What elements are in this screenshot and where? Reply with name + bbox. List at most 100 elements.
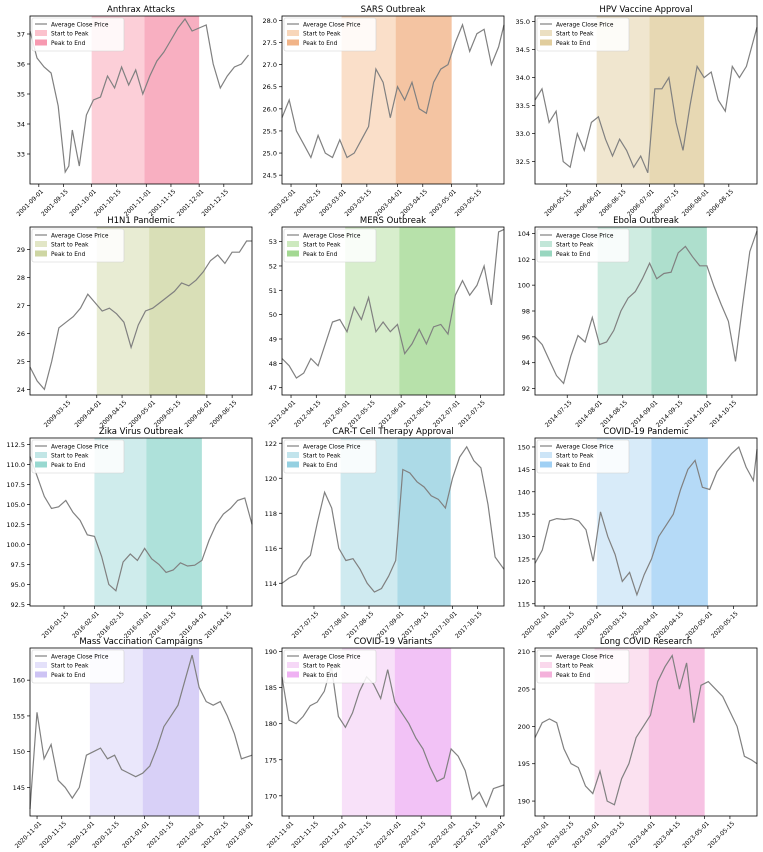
subplot-9: COVID-19 Pandemic 115 120 125 130 135 140 145 15… <box>518 427 758 640</box>
legend-label: Start to Peak <box>556 242 594 248</box>
legend-label: Start to Peak <box>556 31 594 37</box>
y-tick-label: 25.0 <box>263 150 277 158</box>
axes-frame <box>29 15 253 185</box>
y-tick-label: 94 <box>522 359 530 367</box>
y-tick-label: 28.0 <box>263 17 277 25</box>
legend-start-swatch <box>35 241 47 247</box>
y-tick-label: 110.0 <box>6 461 25 469</box>
y-tick-label: 100.0 <box>6 541 25 549</box>
subplot-10: Mass Vaccination Campaigns 145 150 155 160 20… <box>13 637 255 850</box>
x-tick-label: 2021-12-15 <box>343 820 373 848</box>
x-tick-label: 2021-03-01 <box>225 820 255 848</box>
x-tick-label: 2001-09-15 <box>40 188 70 218</box>
x-tick-label: 2020-05-15 <box>710 610 740 640</box>
legend-label: Start to Peak <box>303 663 341 669</box>
y-tick-label: 100 <box>518 282 530 290</box>
y-tick-label: 48 <box>269 360 277 368</box>
y-tick-label: 190 <box>265 648 277 656</box>
x-tick-label: 2020-02-15 <box>546 610 576 640</box>
y-tick-label: 47 <box>269 384 277 392</box>
legend-label: Peak to End <box>51 252 86 258</box>
close-price-line <box>281 22 505 160</box>
legend-start-swatch <box>540 662 552 668</box>
y-tick-label: 52 <box>269 262 277 270</box>
subplot-title: Mass Vaccination Campaigns <box>79 637 203 647</box>
y-tick-label: 26.0 <box>263 105 277 113</box>
x-tick-label: 2023-04-15 <box>652 820 682 848</box>
subplot-title: SARS Outbreak <box>361 5 426 15</box>
x-tick-label: 2023-03-15 <box>596 820 626 848</box>
legend-box <box>283 649 377 684</box>
legend-peak-swatch <box>35 461 47 468</box>
y-tick-label: 102.5 <box>6 521 25 529</box>
y-tick-label: 25 <box>17 358 25 366</box>
legend: Average Close Price Start to Peak Peak to … <box>536 17 630 52</box>
x-tick-label: 2014-09-15 <box>655 399 685 429</box>
x-tick-label: 2006-08-15 <box>705 188 735 218</box>
y-tick-label: 33 <box>17 151 25 159</box>
subplot-3: HPV Vaccine Approval 32.5 33.0 33.5 34.0 34.5… <box>516 5 758 218</box>
legend-start-swatch <box>540 30 552 36</box>
legend-box <box>31 649 125 684</box>
legend-peak-swatch <box>35 39 47 46</box>
x-tick-label: 2023-05-15 <box>707 820 737 848</box>
x-tick-label: 2009-06-15 <box>209 399 239 429</box>
axes-frame <box>534 15 758 185</box>
legend-start-swatch <box>540 241 552 247</box>
subplot-title: Ebola Outbreak <box>613 216 679 226</box>
legend-label: Start to Peak <box>51 453 89 459</box>
legend-label: Average Close Price <box>556 654 614 660</box>
legend-label: Average Close Price <box>303 22 361 28</box>
x-tick-label: 2020-04-15 <box>655 610 685 640</box>
y-tick-label: 36 <box>17 61 25 69</box>
axes-frame <box>29 437 253 607</box>
legend-box <box>536 649 630 684</box>
y-tick-label: 135 <box>518 511 530 519</box>
subplot-title: COVID-19 Pandemic <box>603 427 689 437</box>
legend: Average Close Price Start to Peak Peak to … <box>283 17 377 52</box>
peak-to-end-band <box>399 227 456 395</box>
peak-to-end-band <box>649 16 705 184</box>
y-tick-label: 53 <box>269 238 277 246</box>
y-tick-label: 145 <box>13 784 25 792</box>
legend-box <box>31 228 125 263</box>
legend: Average Close Price Start to Peak Peak to … <box>31 649 125 684</box>
y-tick-label: 35 <box>17 91 25 99</box>
legend-label: Peak to End <box>51 41 86 47</box>
y-tick-label: 37 <box>17 31 25 39</box>
subplot-title: Long COVID Research <box>600 637 692 647</box>
subplot-title: COVID-19 Variants <box>354 637 433 647</box>
y-tick-label: 150 <box>518 443 530 451</box>
y-tick-label: 33.5 <box>516 102 530 110</box>
subplot-5: MERS Outbreak474849505152532012-04-01201… <box>268 216 505 429</box>
subplot-7: Zika Virus Outbreak 92.5 95.0 97.5 100.0 102.… <box>6 427 253 640</box>
x-tick-label: 2016-04-15 <box>204 610 234 640</box>
x-tick-label: 2017-10-15 <box>454 610 484 640</box>
legend-label: Peak to End <box>556 463 591 469</box>
legend: Average Close Price Start to Peak Peak to … <box>283 439 377 474</box>
y-tick-label: 24 <box>17 386 25 394</box>
y-tick-label: 35.0 <box>516 18 530 26</box>
y-tick-label: 25.5 <box>263 127 277 135</box>
legend-start-swatch <box>287 30 299 36</box>
peak-to-end-band <box>144 16 200 184</box>
legend: Average Close Price Start to Peak Peak to … <box>31 17 125 52</box>
y-tick-label: 98 <box>522 308 530 316</box>
legend-label: Start to Peak <box>51 31 89 37</box>
peak-to-end-band <box>142 648 200 816</box>
y-tick-label: 92 <box>522 385 530 393</box>
legend-label: Start to Peak <box>556 453 594 459</box>
subplot-title: CAR-T Cell Therapy Approval <box>332 427 453 437</box>
legend-label: Start to Peak <box>303 242 341 248</box>
x-tick-label: 2006-05-15 <box>543 188 573 218</box>
axes-frame <box>534 437 758 607</box>
y-tick-label: 96 <box>522 333 530 341</box>
y-tick-label: 92.5 <box>11 601 25 609</box>
legend-peak-swatch <box>540 250 552 257</box>
axes-frame <box>534 647 758 817</box>
legend-label: Peak to End <box>303 252 338 258</box>
close-price-line <box>29 654 253 809</box>
legend-peak-swatch <box>540 671 552 678</box>
x-tick-label: 2001-10-15 <box>93 188 123 218</box>
x-tick-label: 2006-07-15 <box>651 188 681 218</box>
